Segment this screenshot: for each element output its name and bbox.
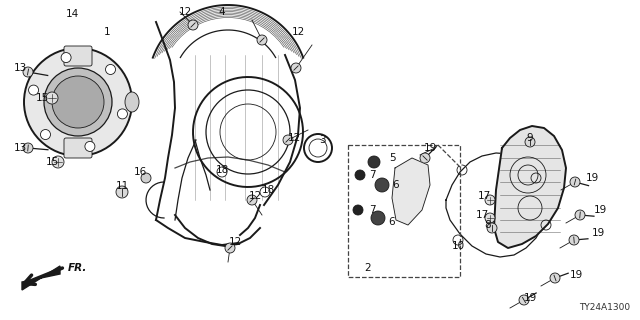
Circle shape	[260, 187, 270, 197]
Circle shape	[106, 64, 116, 75]
Text: 5: 5	[388, 153, 396, 163]
Circle shape	[368, 156, 380, 168]
Circle shape	[353, 205, 363, 215]
Text: 14: 14	[65, 9, 79, 19]
Circle shape	[375, 178, 389, 192]
Text: 11: 11	[115, 181, 129, 191]
Text: 12: 12	[287, 133, 301, 143]
Circle shape	[52, 156, 64, 168]
Text: TY24A1300: TY24A1300	[579, 303, 630, 312]
Polygon shape	[392, 158, 430, 225]
Circle shape	[355, 170, 365, 180]
FancyBboxPatch shape	[64, 46, 92, 66]
Text: 19: 19	[524, 293, 536, 303]
Text: 6: 6	[388, 217, 396, 227]
Text: 1: 1	[104, 27, 110, 37]
Circle shape	[217, 167, 227, 177]
Text: 12: 12	[179, 7, 191, 17]
Ellipse shape	[125, 92, 139, 112]
Text: FR.: FR.	[68, 263, 88, 273]
Circle shape	[40, 130, 51, 140]
Text: 7: 7	[369, 205, 375, 215]
Circle shape	[24, 48, 132, 156]
Circle shape	[569, 235, 579, 245]
Text: 13: 13	[13, 63, 27, 73]
Circle shape	[283, 135, 293, 145]
Circle shape	[188, 20, 198, 30]
Text: 15: 15	[35, 93, 49, 103]
Text: 16: 16	[133, 167, 147, 177]
Circle shape	[575, 210, 585, 220]
Circle shape	[23, 143, 33, 153]
Text: 12: 12	[291, 27, 305, 37]
Circle shape	[52, 76, 104, 128]
Circle shape	[61, 52, 71, 63]
Text: 6: 6	[393, 180, 399, 190]
Text: 19: 19	[591, 228, 605, 238]
Circle shape	[23, 67, 33, 77]
Circle shape	[46, 92, 58, 104]
Text: 18: 18	[216, 165, 228, 175]
Circle shape	[257, 35, 267, 45]
Text: 19: 19	[593, 205, 607, 215]
Text: 8: 8	[484, 220, 492, 230]
Text: 19: 19	[570, 270, 582, 280]
Text: 4: 4	[219, 7, 225, 17]
Circle shape	[141, 173, 151, 183]
Text: 2: 2	[365, 263, 371, 273]
Circle shape	[525, 137, 535, 147]
Circle shape	[247, 195, 257, 205]
Text: 19: 19	[424, 143, 436, 153]
Text: 7: 7	[369, 170, 375, 180]
Circle shape	[225, 243, 235, 253]
Circle shape	[116, 186, 128, 198]
Text: 17: 17	[476, 210, 488, 220]
Circle shape	[570, 177, 580, 187]
Text: 19: 19	[586, 173, 598, 183]
Circle shape	[291, 63, 301, 73]
Circle shape	[85, 141, 95, 151]
Circle shape	[44, 68, 112, 136]
Circle shape	[487, 223, 497, 233]
Text: 10: 10	[451, 241, 465, 251]
Circle shape	[371, 211, 385, 225]
FancyBboxPatch shape	[64, 138, 92, 158]
Circle shape	[519, 295, 529, 305]
Circle shape	[485, 213, 495, 223]
Text: 12: 12	[248, 191, 262, 201]
Text: 3: 3	[319, 135, 325, 145]
Text: 12: 12	[228, 237, 242, 247]
Text: 18: 18	[261, 185, 275, 195]
Text: 9: 9	[527, 133, 533, 143]
Polygon shape	[494, 126, 566, 248]
Circle shape	[29, 85, 38, 95]
Circle shape	[550, 273, 560, 283]
Text: 13: 13	[13, 143, 27, 153]
Text: 15: 15	[45, 157, 59, 167]
Circle shape	[117, 109, 127, 119]
Polygon shape	[22, 266, 60, 290]
Circle shape	[485, 195, 495, 205]
Circle shape	[420, 153, 430, 163]
Text: 17: 17	[477, 191, 491, 201]
